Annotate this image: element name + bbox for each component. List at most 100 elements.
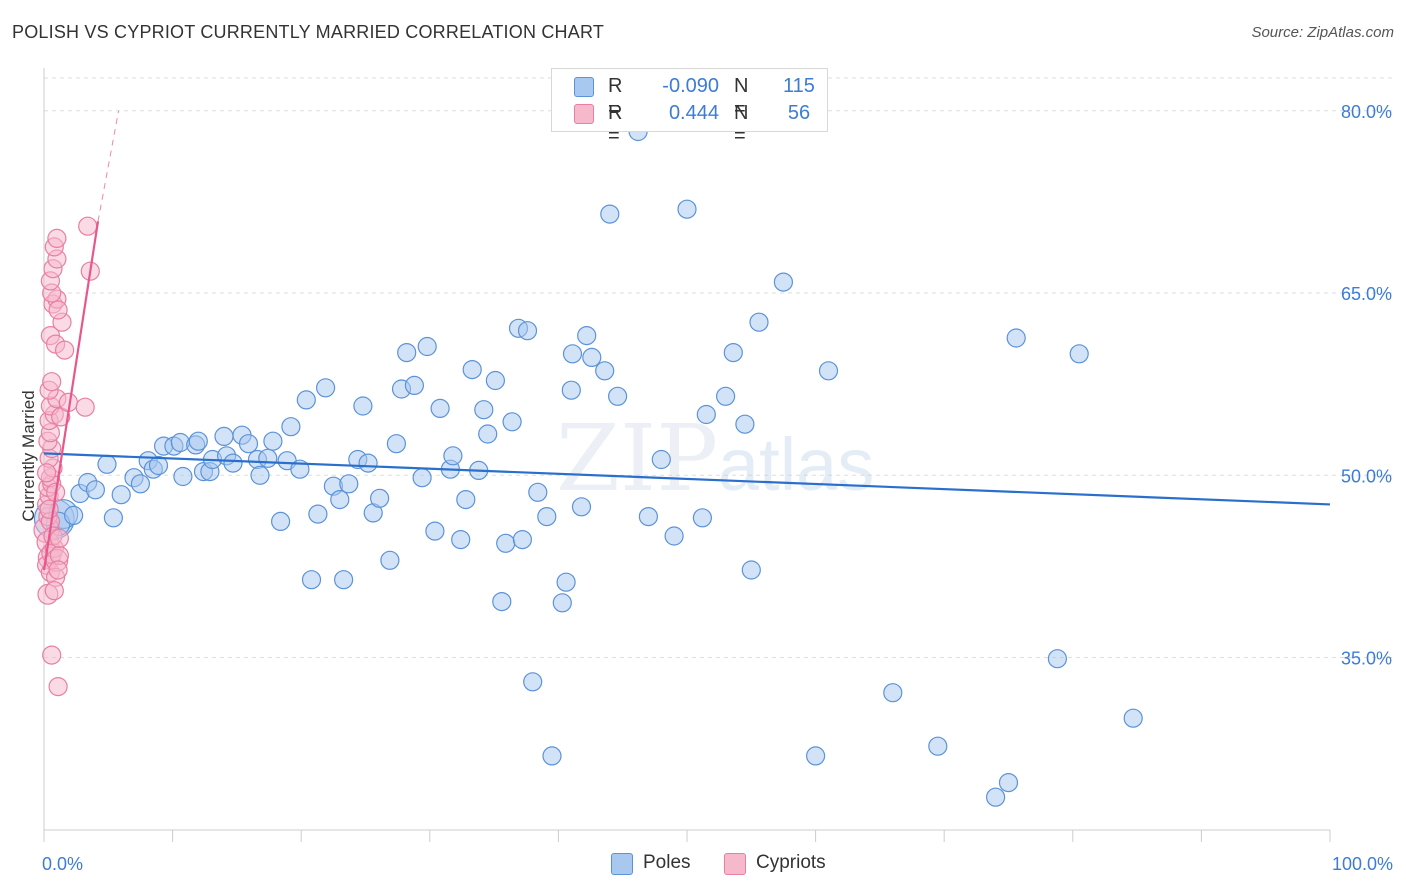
poles-point-32 [263,431,283,451]
poles-point-70 [502,412,522,432]
cypriots-point-43 [48,300,68,320]
poles-point-7 [97,454,117,474]
cypriots-point-14 [48,676,68,697]
poles-point-58 [430,398,450,418]
poles-point-56 [417,336,437,357]
poles-point-69 [496,533,516,553]
poles-point-63 [462,360,482,380]
trend-lines [42,110,1331,571]
poles-n-value: 115 [783,75,815,97]
cypriots-point-12 [44,581,64,601]
poles-point-6 [85,480,106,500]
poles-point-94 [696,404,716,425]
poles-point-40 [316,378,336,398]
poles-point-110 [1123,708,1143,728]
poles-point-68 [492,591,512,612]
cypriots-r-value: 0.444 [668,102,719,124]
cypriots-point-11 [48,560,68,580]
poles-point-80 [561,380,581,400]
poles-point-60 [443,446,463,466]
poles-point-43 [334,570,354,590]
gridlines [44,77,1392,658]
cypriots-n-label: N = [734,102,749,147]
poles-point-47 [358,453,378,473]
poles-point-105 [985,787,1006,807]
watermark: ZIP atlas [556,405,874,512]
x-tick-label-start: 0.0% [42,854,83,874]
poles-point-81 [562,344,583,364]
chart-title: POLISH VS CYPRIOT CURRENTLY MARRIED CORR… [12,22,605,42]
cypriots-point-48 [47,228,67,248]
poles-point-76 [537,506,557,527]
poles-point-62 [456,490,476,510]
poles-point-31 [258,448,278,468]
poles-point-66 [478,424,498,444]
poles-point-108 [1047,649,1068,669]
poles-point-73 [517,321,538,341]
poles-point-9 [111,485,131,505]
y-tick-label-3: 80.0% [1341,102,1392,122]
cypriots-swatch [574,104,594,124]
poles-point-93 [692,508,713,528]
poles-r-label: R = [608,75,623,120]
poles-point-46 [353,396,373,416]
cypriots-point-38 [54,340,75,360]
poles-swatch [574,77,594,97]
poles-point-99 [749,312,769,332]
poles-point-44 [339,474,359,494]
poles-point-55 [412,468,432,488]
poles-point-103 [883,683,903,703]
y-axis-label: Currently Married [19,390,38,521]
poles-point-82 [571,497,592,517]
x-tick-label-end: 100.0% [1332,854,1393,874]
cypriots-point-50 [78,216,98,236]
poles-legend-label: Poles [643,852,691,873]
poles-point-53 [397,343,417,363]
poles-point-98 [741,560,761,580]
poles-point-101 [805,746,826,766]
poles-point-3 [63,505,84,526]
poles-point-33 [271,511,291,532]
cypriots-point-55 [49,528,70,549]
source-label: Source: ZipAtlas.com [1251,24,1394,41]
poles-point-37 [296,390,316,410]
poles-point-61 [451,529,471,550]
tick-labels: 35.0% 50.0% 65.0% 80.0% 0.0% 100.0% [42,102,1393,874]
cypriots-n-value: 56 [787,102,811,124]
cypriots-point-13 [42,645,62,665]
poles-point-14 [148,455,169,476]
poles-point-67 [485,370,505,391]
poles-point-57 [425,521,445,541]
poles-point-89 [638,506,659,527]
poles-point-90 [651,449,671,470]
poles-point-26 [223,453,243,473]
poles-legend-swatch [611,853,633,875]
poles-point-11 [130,474,150,494]
poles-point-30 [250,465,270,485]
poles-n-label: N = [734,75,749,120]
poles-point-107 [1006,328,1026,348]
poles-point-84 [582,347,602,367]
poles-point-8 [103,508,124,528]
poles-point-38 [301,570,322,590]
watermark-atlas: atlas [718,423,874,506]
poles-point-91 [664,526,684,546]
poles-point-50 [380,550,400,570]
poles-point-97 [735,414,755,434]
poles-point-75 [528,482,548,502]
y-tick-label-2: 65.0% [1341,284,1392,304]
poles-point-92 [677,199,697,219]
poles-point-39 [308,504,328,524]
poles-point-87 [607,386,628,406]
poles-point-51 [386,434,406,454]
poles-point-104 [928,736,948,756]
poles-point-74 [523,672,543,692]
poles-point-49 [370,488,390,508]
correlation-legend: R = -0.090 N = 115 R = 0.444 N = 56 [551,68,828,147]
poles-point-54 [404,375,424,395]
cypriots-legend-swatch [724,853,746,875]
poles-point-96 [723,343,743,363]
poles-point-72 [512,529,533,550]
poles-point-24 [214,426,234,446]
